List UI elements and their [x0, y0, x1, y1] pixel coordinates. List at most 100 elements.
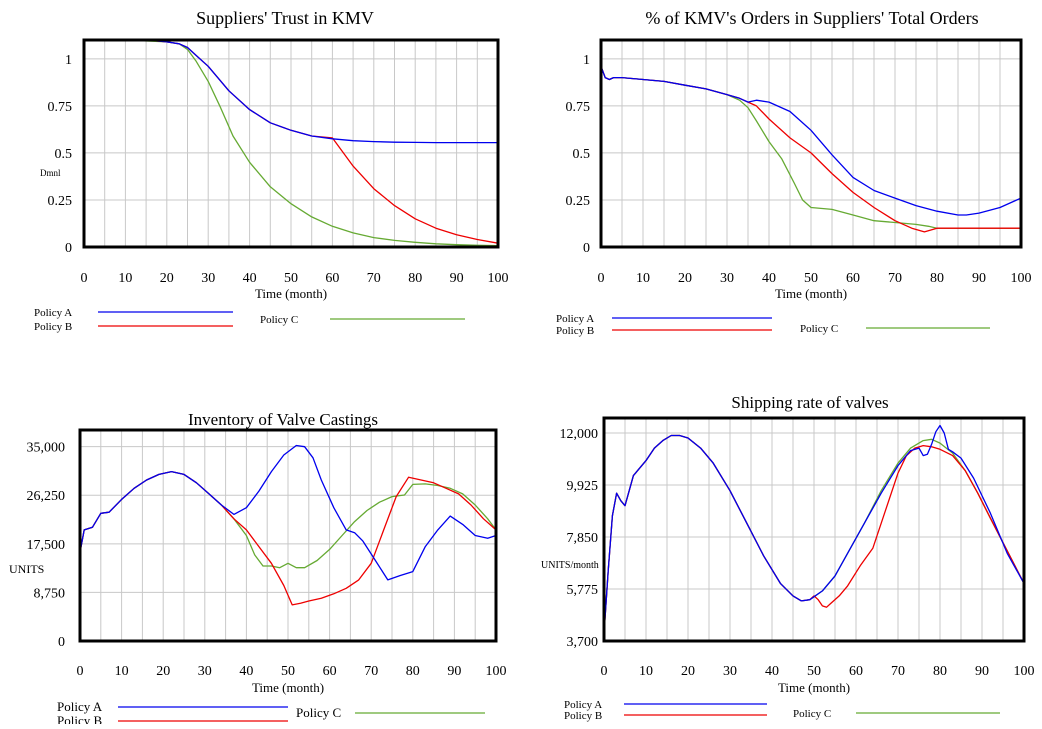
- x-tick-label: 10: [639, 664, 653, 679]
- y-tick-label: 7,850: [567, 531, 599, 546]
- x-tick-label: 70: [364, 664, 378, 679]
- legend-label-policy-c: Policy C: [260, 314, 298, 326]
- y-tick-label: 26,250: [27, 489, 66, 504]
- x-tick-label: 20: [681, 664, 695, 679]
- x-tick-label: 30: [201, 271, 215, 286]
- legend-label-policy-c: Policy C: [800, 323, 838, 335]
- x-tick-label: 60: [849, 664, 863, 679]
- y-tick-label: 0.75: [48, 100, 73, 115]
- x-tick-label: 80: [408, 271, 422, 286]
- x-tick-label: 10: [118, 271, 132, 286]
- x-tick-label: 30: [198, 664, 212, 679]
- x-tick-label: 20: [678, 271, 692, 286]
- y-axis-label: Dmnl: [40, 168, 61, 178]
- y-tick-label: 0: [65, 241, 72, 256]
- chart-title: % of KMV's Orders in Suppliers' Total Or…: [645, 8, 978, 28]
- series-line-policy-a: [600, 66, 1022, 216]
- x-tick-label: 0: [81, 271, 88, 286]
- grid-lines: [604, 418, 1024, 641]
- chart-panel-4: Shipping rate of valves 0 10 20 30 40 50 60 70 80…: [541, 393, 1035, 722]
- x-tick-label: 0: [77, 664, 84, 679]
- chart-panel-3: Inventory of Valve Castings 0 10 20 30 40 50 60…: [9, 410, 507, 728]
- x-tick-label: 40: [239, 664, 253, 679]
- x-tick-label: 90: [450, 271, 464, 286]
- x-tick-label: 20: [160, 271, 174, 286]
- y-tick-label: 1: [583, 53, 590, 68]
- y-axis-label: UNITS: [9, 562, 44, 576]
- x-tick-label: 20: [156, 664, 170, 679]
- legend-label-policy-a: Policy A: [564, 699, 602, 711]
- y-axis-label: UNITS/month: [541, 560, 599, 571]
- x-tick-label: 80: [406, 664, 420, 679]
- x-tick-label: 60: [323, 664, 337, 679]
- x-tick-label: 70: [891, 664, 905, 679]
- x-tick-label: 80: [933, 664, 947, 679]
- x-tick-label: 50: [284, 271, 298, 286]
- y-tick-label: 5,775: [567, 583, 599, 598]
- x-tick-label: 50: [804, 271, 818, 286]
- legend-label-policy-a: Policy A: [57, 699, 103, 714]
- x-axis-label: Time (month): [255, 286, 327, 301]
- y-tick-label: 0.5: [573, 147, 591, 162]
- x-tick-label: 100: [1011, 271, 1032, 286]
- y-tick-label: 0: [583, 241, 590, 256]
- plot-frame: [599, 38, 1023, 249]
- legend-label-policy-b: Policy B: [556, 325, 594, 337]
- plot-frame: [602, 416, 1026, 643]
- x-axis-label: Time (month): [252, 680, 324, 695]
- x-tick-label: 50: [281, 664, 295, 679]
- y-tick-label: 9,925: [567, 479, 599, 494]
- series-line-policy-a: [84, 39, 498, 144]
- x-axis-label: Time (month): [775, 286, 847, 301]
- x-tick-label: 40: [243, 271, 257, 286]
- y-tick-label: 17,500: [27, 538, 66, 553]
- x-tick-label: 70: [367, 271, 381, 286]
- plot-frame: [82, 38, 500, 249]
- y-tick-label: 0.25: [566, 194, 591, 209]
- x-tick-label: 10: [636, 271, 650, 286]
- x-tick-label: 60: [325, 271, 339, 286]
- legend-label-policy-b: Policy B: [34, 321, 72, 333]
- x-tick-label: 0: [601, 664, 608, 679]
- x-axis-label: Time (month): [778, 680, 850, 695]
- x-tick-label: 0: [598, 271, 605, 286]
- x-tick-label: 90: [975, 664, 989, 679]
- grid-lines: [601, 40, 1021, 247]
- x-tick-label: 40: [765, 664, 779, 679]
- grid-lines: [84, 40, 498, 247]
- chart-panel-2: % of KMV's Orders in Suppliers' Total Or…: [556, 8, 1032, 337]
- y-tick-label: 1: [65, 53, 72, 68]
- y-tick-label: 0: [58, 635, 65, 650]
- x-tick-label: 60: [846, 271, 860, 286]
- chart-title: Shipping rate of valves: [731, 393, 888, 412]
- legend-label-policy-a: Policy A: [556, 313, 594, 325]
- x-tick-label: 70: [888, 271, 902, 286]
- y-tick-label: 0.75: [566, 100, 591, 115]
- plot-frame: [78, 428, 498, 643]
- x-tick-label: 40: [762, 271, 776, 286]
- legend-label-policy-b: Policy B: [564, 710, 602, 722]
- x-tick-label: 80: [930, 271, 944, 286]
- y-tick-label: 8,750: [34, 586, 66, 601]
- legend-label-policy-a: Policy A: [34, 307, 72, 319]
- y-tick-label: 0.5: [55, 147, 73, 162]
- x-tick-label: 30: [720, 271, 734, 286]
- x-tick-label: 10: [115, 664, 129, 679]
- legend-label-policy-b: Policy B: [57, 713, 102, 724]
- y-tick-label: 12,000: [560, 427, 599, 442]
- legend: Policy A Policy B Policy C: [34, 307, 465, 333]
- x-tick-label: 90: [972, 271, 986, 286]
- x-tick-label: 30: [723, 664, 737, 679]
- y-tick-label: 0.25: [48, 194, 73, 209]
- x-tick-label: 100: [486, 664, 507, 679]
- series-line-policy-a: [79, 444, 497, 581]
- legend-label-policy-c: Policy C: [296, 705, 341, 720]
- x-tick-label: 100: [488, 271, 509, 286]
- series-line-policy-a: [603, 424, 1025, 634]
